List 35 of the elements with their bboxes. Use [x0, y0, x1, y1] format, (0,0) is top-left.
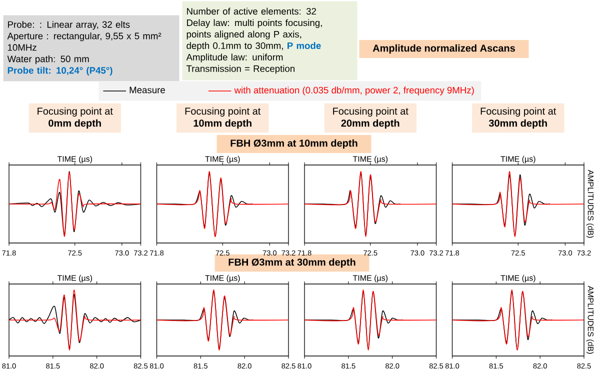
text: FBH Ø3mm at 10mm depth [230, 139, 358, 149]
x-axis-title: TIME (µs) [57, 274, 92, 282]
x-axis-title: TIME (µs) [352, 156, 388, 164]
x-axis-title: TIME (µs) [500, 274, 536, 282]
x-axis-title: TIME (µs) [500, 156, 536, 164]
text: P mode [288, 42, 321, 49]
text: Aperture : rectangular, 9,55 x 5 mm² [7, 32, 162, 42]
text: Amplitude normalized Ascans [372, 44, 515, 54]
x-axis-title: TIME (µs) [205, 274, 240, 282]
text: Water path: 50 mm [7, 55, 89, 64]
chart-title: Focusing point at [38, 107, 113, 117]
chart-title: Focusing point at [333, 107, 408, 117]
text: Number of active elements: 32 [187, 8, 316, 15]
chart-subtitle: 0mm depth [48, 119, 101, 129]
x-axis-title: TIME (µs) [205, 156, 240, 164]
x-axis-title: TIME (µs) [352, 274, 388, 282]
text: FBH Ø3mm at 30mm depth [228, 258, 356, 268]
text: Probe tilt: 10,24° (P45°) [8, 66, 112, 76]
chart-title: Focusing point at [185, 107, 261, 117]
text: Delay law: multi points focusing, [187, 19, 322, 28]
text: Transmission = Reception [186, 65, 294, 74]
text: 10MHz [8, 44, 36, 51]
chart-subtitle: 20mm depth [341, 119, 400, 129]
text: points aligned along P axis, [186, 30, 302, 40]
text: Amplitude law: uniform [186, 54, 283, 62]
chart-subtitle: 10mm depth [194, 119, 252, 129]
x-axis-title: TIME (µs) [57, 156, 92, 164]
text: depth 0.1mm to 30mm, [186, 42, 283, 51]
y-axis-title: AMPLITUDES (dB) [586, 286, 594, 354]
legend-label: with attenuation (0.035 db/mm, power 2, frequency 9MHz) [234, 86, 474, 96]
chart-title: Focusing point at [480, 107, 556, 117]
y-axis-title: AMPLITUDES (dB) [586, 170, 594, 238]
legend-label: Measure [130, 86, 165, 94]
chart-subtitle: 30mm depth [488, 119, 547, 129]
text: Probe: : Linear array, 32 elts [8, 20, 130, 30]
